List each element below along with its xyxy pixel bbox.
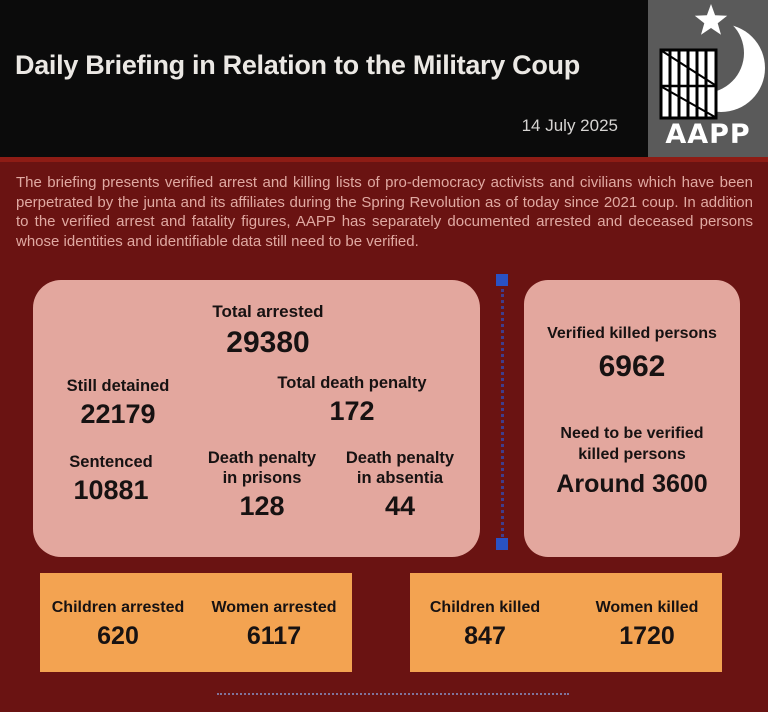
stat-value: 128 bbox=[239, 491, 285, 521]
stat-death-penalty-in-absentia: Death penalty in absentia 44 bbox=[322, 448, 478, 522]
briefing-date: 14 July 2025 bbox=[521, 116, 618, 135]
stat-label: Children arrested bbox=[51, 599, 185, 616]
stat-value: 44 bbox=[384, 491, 416, 521]
header-divider bbox=[0, 157, 768, 162]
stat-children-arrested: Children arrested 620 bbox=[40, 598, 196, 651]
connector-square-bottom bbox=[496, 538, 508, 550]
killings-panel: Verified killed persons 6962 Need to be … bbox=[524, 280, 740, 557]
stat-value: 847 bbox=[464, 622, 506, 650]
stat-label: Sentenced bbox=[69, 453, 153, 471]
stat-value: 620 bbox=[97, 622, 139, 650]
stat-still-detained: Still detained 22179 bbox=[35, 376, 201, 430]
stat-value: 6962 bbox=[598, 350, 666, 383]
stat-label: Death penalty bbox=[345, 449, 455, 467]
connector-square-top bbox=[496, 274, 508, 286]
stat-value: 1720 bbox=[619, 622, 675, 650]
stat-label: Total arrested bbox=[212, 302, 324, 321]
killed-demographics-box: Children killed 847 Women killed 1720 bbox=[410, 573, 722, 672]
stat-label: Need to be verified bbox=[560, 425, 704, 442]
stat-verified-killed: Verified killed persons 6962 bbox=[524, 324, 740, 385]
stat-value: 10881 bbox=[73, 475, 149, 505]
stat-women-killed: Women killed 1720 bbox=[572, 598, 722, 651]
crescent-star-gate-icon bbox=[659, 4, 765, 120]
vertical-dotted-divider bbox=[501, 289, 504, 537]
stat-children-killed: Children killed 847 bbox=[410, 598, 560, 651]
stat-women-arrested: Women arrested 6117 bbox=[196, 598, 352, 651]
stat-value: 29380 bbox=[226, 326, 310, 359]
intro-paragraph: The briefing presents verified arrest an… bbox=[16, 174, 753, 250]
stat-label: Still detained bbox=[66, 377, 170, 395]
stat-label: Verified killed persons bbox=[547, 325, 717, 342]
stat-label: Total death penalty bbox=[277, 374, 427, 392]
stat-label: Death penalty bbox=[207, 449, 317, 467]
stat-sentenced: Sentenced 10881 bbox=[33, 452, 189, 506]
logo-wordmark: AAPP bbox=[665, 119, 751, 150]
stat-value: 22179 bbox=[80, 399, 156, 429]
stat-value: 6117 bbox=[246, 622, 302, 650]
arrests-panel: Total arrested 29380 Still detained 2217… bbox=[33, 280, 480, 557]
page-title: Daily Briefing in Relation to the Milita… bbox=[15, 50, 580, 80]
stat-label: in absentia bbox=[356, 469, 444, 487]
stat-total-arrested: Total arrested 29380 bbox=[128, 302, 408, 361]
stat-label: in prisons bbox=[222, 469, 302, 487]
stat-value: Around 3600 bbox=[556, 470, 708, 498]
bottom-dotted-divider bbox=[217, 693, 569, 695]
stat-label: Children killed bbox=[429, 599, 541, 616]
stat-label: Women arrested bbox=[211, 599, 337, 616]
stat-total-death-penalty: Total death penalty 172 bbox=[242, 373, 462, 427]
stat-death-penalty-in-prisons: Death penalty in prisons 128 bbox=[162, 448, 362, 522]
stat-label: Women killed bbox=[595, 599, 699, 616]
stat-value: 172 bbox=[329, 396, 375, 426]
arrested-demographics-box: Children arrested 620 Women arrested 611… bbox=[40, 573, 352, 672]
stat-label: killed persons bbox=[578, 446, 686, 463]
header-bar: Daily Briefing in Relation to the Milita… bbox=[0, 0, 768, 157]
aapp-logo: AAPP bbox=[648, 0, 768, 157]
stat-need-verified-killed: Need to be verified killed persons Aroun… bbox=[524, 423, 740, 499]
